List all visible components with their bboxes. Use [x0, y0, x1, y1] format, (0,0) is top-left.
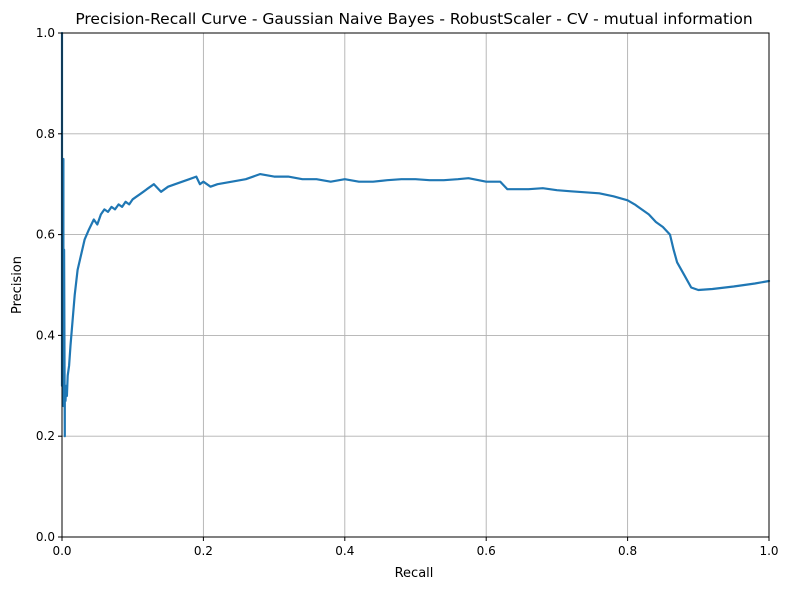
series-group: [60, 31, 771, 438]
y-tick-label: 0.2: [36, 429, 55, 443]
x-axis: 0.0 0.2 0.4 0.6 0.8 1.0: [52, 537, 779, 558]
y-tick-label: 0.0: [36, 530, 55, 544]
y-tick-label: 0.4: [36, 328, 55, 342]
chart-title: Precision-Recall Curve - Gaussian Naive …: [75, 10, 752, 28]
y-tick-label: 0.8: [36, 127, 55, 141]
x-tick-label: 0.8: [618, 544, 637, 558]
x-tick-label: 0.0: [52, 544, 71, 558]
y-tick-label: 1.0: [36, 26, 55, 40]
pr-curve-line: [60, 31, 771, 438]
x-tick-label: 0.6: [477, 544, 496, 558]
x-tick-label: 0.2: [194, 544, 213, 558]
y-tick-label: 0.6: [36, 228, 55, 242]
plot-frame: [61, 32, 770, 538]
x-axis-label: Recall: [395, 566, 434, 581]
y-axis-label: Precision: [10, 256, 25, 314]
x-tick-label: 0.4: [335, 544, 354, 558]
x-tick-label: 1.0: [759, 544, 778, 558]
y-axis: 0.0 0.2 0.4 0.6 0.8 1.0: [36, 26, 62, 544]
